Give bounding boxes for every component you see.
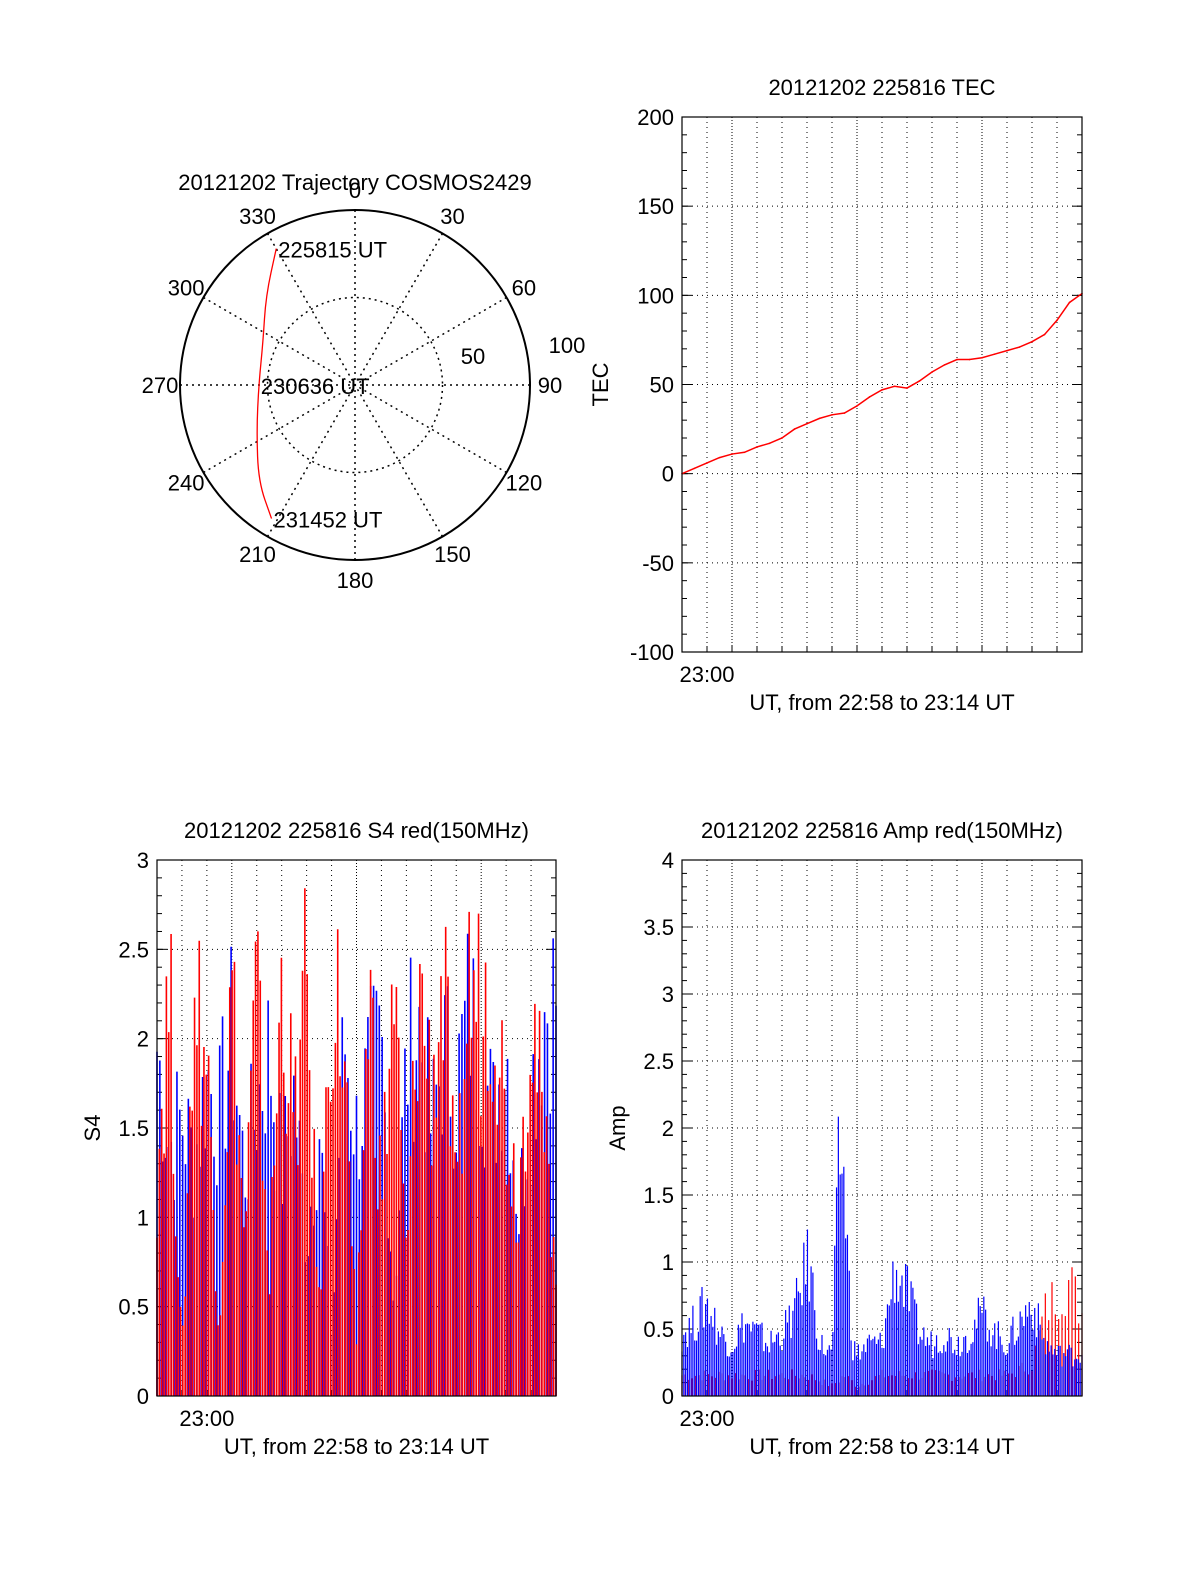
- data-point-red: [781, 437, 783, 439]
- data-point-red: [768, 442, 771, 445]
- y-tick-label: 100: [637, 283, 674, 308]
- polar-angle-label: 120: [506, 471, 543, 496]
- polar-angle-label: 150: [434, 542, 471, 567]
- polar-angle-label: 330: [239, 204, 276, 229]
- x-axis-label: UT, from 22:58 to 23:14 UT: [749, 1434, 1014, 1459]
- data-point-red: [1043, 333, 1046, 336]
- y-tick-label: 3.5: [643, 915, 674, 940]
- y-tick-label: 0: [662, 1384, 674, 1409]
- y-tick-label: 0: [662, 462, 674, 487]
- plot-frame: [156, 859, 557, 1397]
- data-point-red: [943, 364, 946, 366]
- data-point-red: [756, 446, 758, 448]
- data-point-red: [856, 405, 858, 407]
- data-point-red: [731, 453, 733, 455]
- data-point-red: [1068, 301, 1071, 304]
- polar-grid-circle: [266, 296, 444, 474]
- x-tick-label: 23:00: [179, 1406, 234, 1431]
- series-red-line: [681, 292, 1083, 475]
- y-tick-label: 0: [137, 1384, 149, 1409]
- polar-radius-label: 50: [461, 344, 485, 369]
- data-point-red: [1018, 346, 1021, 348]
- data-point-red: [1056, 319, 1058, 322]
- y-tick-label: -100: [630, 640, 674, 665]
- data-point-red: [831, 414, 833, 416]
- data-point-red: [743, 451, 746, 454]
- x-axis-label: UT, from 22:58 to 23:14 UT: [749, 690, 1014, 715]
- data-point-red: [806, 422, 808, 425]
- y-axis-label: TEC: [588, 362, 613, 406]
- data-point-red: [956, 358, 958, 361]
- polar-angle-label: 0: [349, 178, 361, 203]
- y-tick-label: 1: [137, 1205, 149, 1230]
- x-tick-label: 23:00: [679, 1406, 734, 1431]
- data-point-red: [706, 462, 708, 464]
- trajectory-annotation: 231452 UT: [274, 508, 383, 533]
- polar-title: 20121202 Trajectory COSMOS2429: [178, 170, 531, 195]
- trajectory-line: [256, 248, 277, 519]
- y-tick-label: 2: [137, 1027, 149, 1052]
- polar-angle-label: 270: [142, 373, 179, 398]
- series-red-spikes: [156, 888, 557, 1396]
- y-tick-label: 3: [137, 848, 149, 873]
- y-tick-label: 2.5: [643, 1049, 674, 1074]
- data-point-red: [981, 356, 983, 359]
- y-tick-label: 50: [650, 373, 674, 398]
- plot-frame: [681, 116, 1083, 653]
- data-point-red: [931, 371, 933, 373]
- y-axis-label: Amp: [605, 1105, 630, 1150]
- data-point-red: [818, 417, 821, 420]
- series-blue-spikes: [156, 933, 557, 1396]
- polar-angle-label: 300: [168, 276, 205, 301]
- data-point-red: [881, 389, 883, 391]
- polar-angle-label: 30: [440, 204, 464, 229]
- data-point-red: [693, 467, 696, 470]
- data-point-red: [1006, 349, 1008, 352]
- data-point-red: [843, 412, 846, 414]
- y-tick-label: 0.5: [643, 1317, 674, 1342]
- data-point-red: [868, 396, 871, 398]
- y-tick-label: 0.5: [118, 1295, 149, 1320]
- y-tick-label: 1: [662, 1250, 674, 1275]
- panel-title: 20121202 225816 S4 red(150MHz): [184, 818, 529, 843]
- data-point-red: [906, 387, 908, 389]
- trajectory-annotation: 230636 UT: [261, 374, 370, 399]
- y-axis-label: S4: [80, 1115, 105, 1142]
- y-tick-label: 200: [637, 105, 674, 130]
- data-point-red: [918, 380, 921, 382]
- y-tick-label: 1.5: [643, 1183, 674, 1208]
- data-point-red: [893, 385, 896, 388]
- y-tick-label: 3: [662, 982, 674, 1007]
- y-tick-label: 4: [662, 848, 674, 873]
- x-axis-label: UT, from 22:58 to 23:14 UT: [224, 1434, 489, 1459]
- x-tick-label: 23:00: [679, 662, 734, 687]
- data-point-red: [1031, 340, 1033, 343]
- y-tick-label: 2: [662, 1116, 674, 1141]
- y-tick-label: -50: [642, 551, 674, 576]
- polar-angle-label: 60: [512, 276, 536, 301]
- series-blue-spikes: [681, 1116, 1083, 1396]
- polar-angle-label: 210: [239, 542, 276, 567]
- data-point-red: [993, 353, 996, 355]
- polar-radius-label: 100: [549, 333, 586, 358]
- panel-title: 20121202 225816 Amp red(150MHz): [701, 818, 1063, 843]
- data-point-red: [793, 428, 796, 430]
- panel-title: 20121202 225816 TEC: [768, 75, 995, 100]
- y-tick-label: 1.5: [118, 1116, 149, 1141]
- data-point-red: [718, 456, 721, 459]
- polar-grid-spoke: [266, 233, 444, 537]
- plot-frame: [681, 859, 1083, 1397]
- data-point-red: [968, 358, 971, 361]
- trajectory-annotation: 225815 UT: [278, 238, 387, 263]
- y-tick-label: 2.5: [118, 937, 149, 962]
- polar-angle-label: 90: [538, 373, 562, 398]
- y-tick-label: 150: [637, 194, 674, 219]
- polar-angle-label: 240: [168, 471, 205, 496]
- polar-angle-label: 180: [337, 568, 374, 593]
